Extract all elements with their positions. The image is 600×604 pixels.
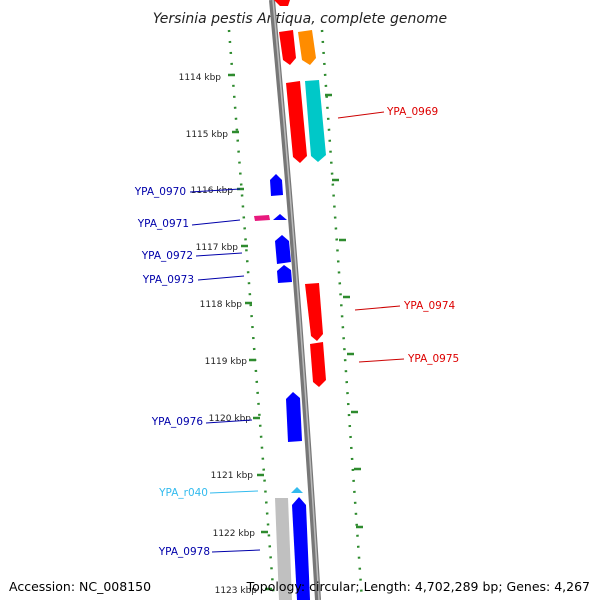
scale-label-1123: 1123 kbp [215,586,258,596]
gene-label-ypa0972[interactable]: YPA_0972 [141,250,193,262]
gene-label-ypa0969[interactable]: YPA_0969 [386,106,438,118]
rna-ypa-r040[interactable] [291,487,303,493]
backbone [269,0,321,601]
leader-lines [189,111,405,553]
scale-label-1120: 1120 kbp [209,414,252,424]
scale-label-1119: 1119 kbp [205,357,248,367]
scale-labels: 1114 kbp 1115 kbp 1116 kbp 1117 kbp 1118… [179,73,258,596]
scale-label-1121: 1121 kbp [211,471,254,481]
forward-gene-top[interactable] [274,0,290,6]
accession-text: Accession: NC_008150 [9,579,152,594]
reverse-gene-ypa0971[interactable] [273,214,287,220]
gene-label-ypa0973[interactable]: YPA_0973 [142,274,194,286]
features [254,0,326,600]
gene-label-ypa0975[interactable]: YPA_0975 [407,353,459,365]
gene-labels: YPA_0969 YPA_0970 YPA_0971 YPA_0972 YPA_… [134,106,459,558]
scale-label-1122: 1122 kbp [213,529,256,539]
gene-label-ypa0970[interactable]: YPA_0970 [134,186,186,198]
forward-gene-ypa0974[interactable] [305,283,323,341]
forward-gene-ypa0969[interactable] [286,81,307,163]
scale-label-1117: 1117 kbp [196,243,239,253]
magenta-feature[interactable] [254,215,270,221]
cyan-feature[interactable] [305,80,326,162]
scale-ticks [228,73,363,591]
reverse-gene-ypa0976[interactable] [286,392,302,442]
orange-feature[interactable] [298,30,316,65]
scale-label-1115: 1115 kbp [186,130,229,140]
reverse-gene-ypa0970[interactable] [270,174,283,196]
gene-label-ypa0978[interactable]: YPA_0978 [158,546,210,558]
forward-gene-ypa0975[interactable] [310,342,326,387]
gene-label-ypa-r040[interactable]: YPA_r040 [158,487,208,499]
reverse-gene-ypa0972[interactable] [275,235,291,264]
topology-text: Topology: circular; Length: 4,702,289 bp… [246,579,590,594]
forward-gene-a[interactable] [279,30,296,65]
grey-feature[interactable] [275,498,292,600]
scale-label-1118: 1118 kbp [200,300,243,310]
gene-label-ypa0971[interactable]: YPA_0971 [137,218,189,230]
scale-label-1114: 1114 kbp [179,73,222,83]
gene-label-ypa0974[interactable]: YPA_0974 [403,300,456,312]
reverse-gene-ypa0973[interactable] [277,265,292,283]
map-title: Yersinia pestis Antiqua, complete genome [153,11,447,27]
inner-tick-ring [227,29,276,601]
reverse-gene-ypa0978[interactable] [292,497,310,600]
gene-label-ypa0976[interactable]: YPA_0976 [151,416,204,428]
